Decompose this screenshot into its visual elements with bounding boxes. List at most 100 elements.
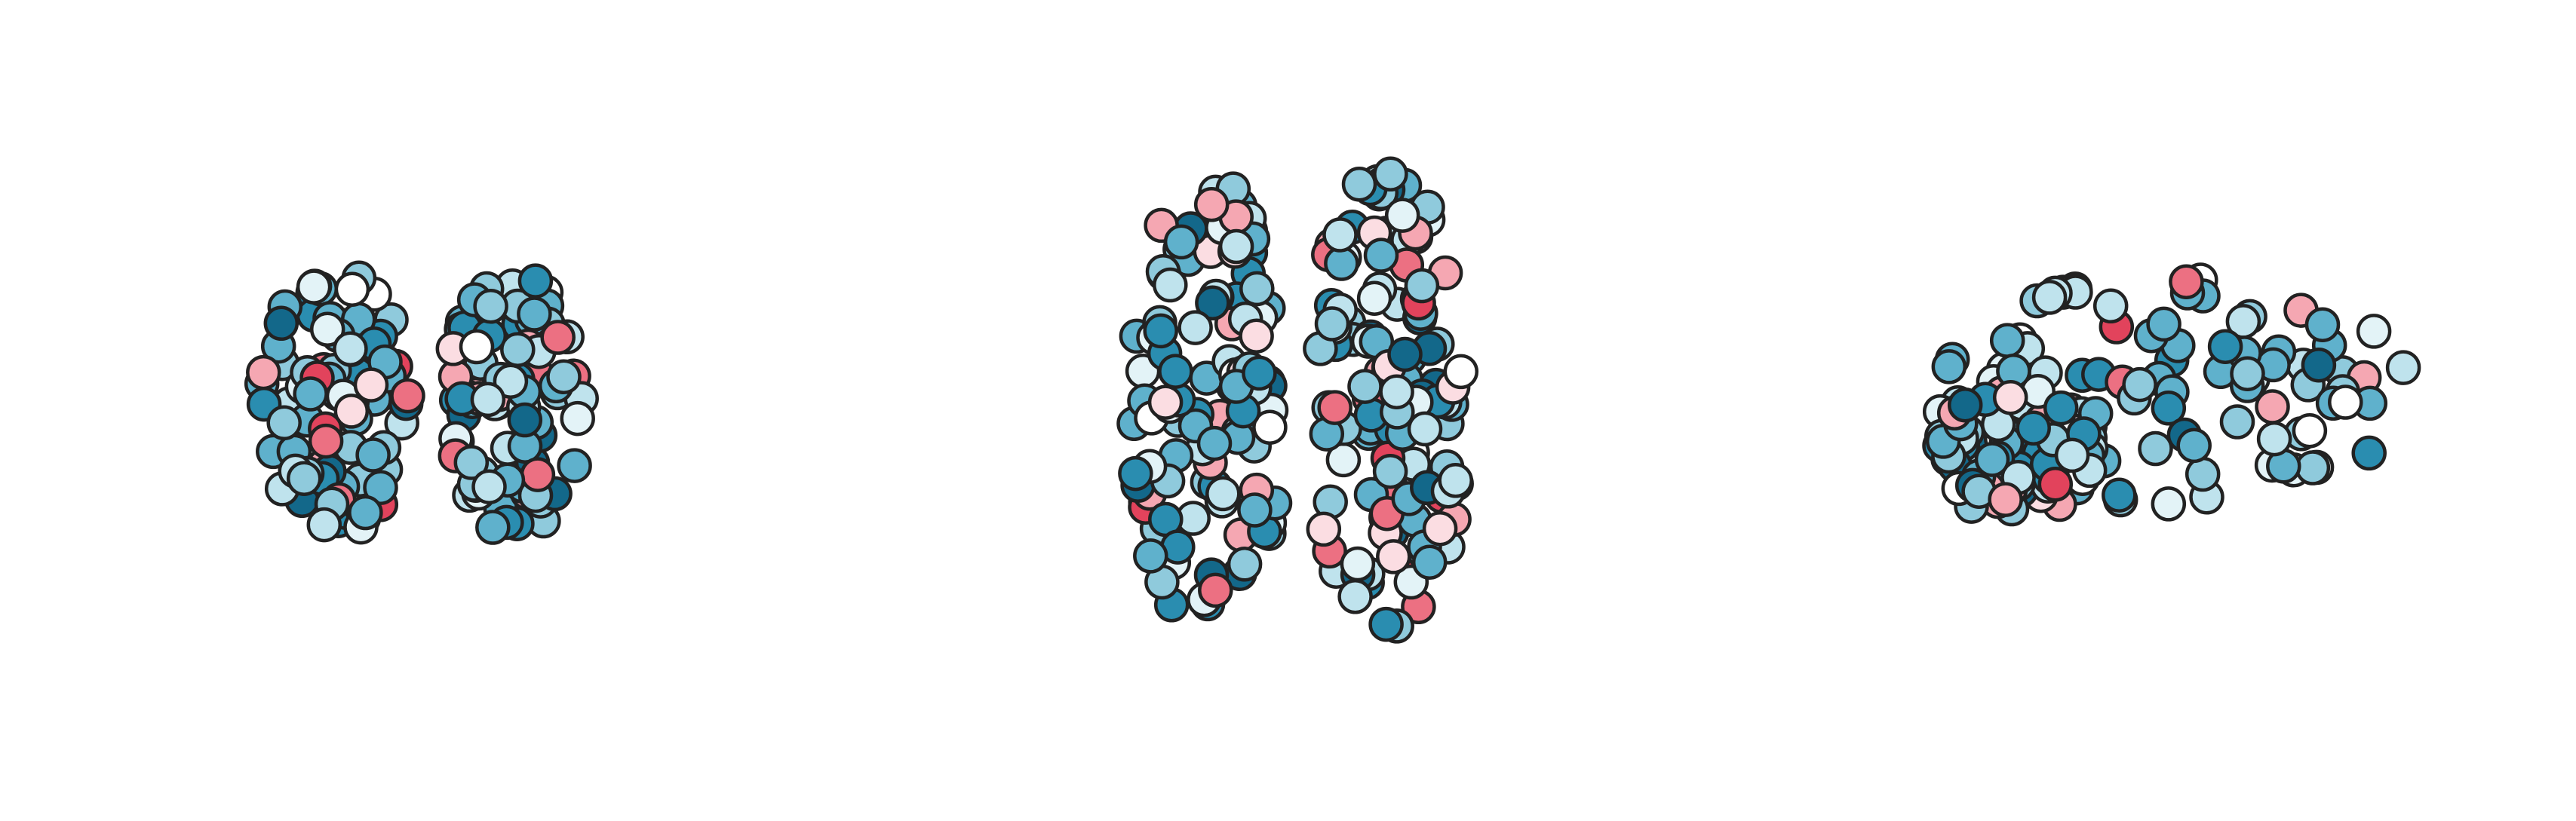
node — [2151, 486, 2187, 522]
node — [560, 400, 595, 437]
node — [1158, 354, 1193, 389]
node — [2169, 264, 2204, 299]
node — [353, 367, 389, 403]
node — [308, 423, 344, 459]
node — [2295, 450, 2331, 486]
node — [1306, 511, 1342, 547]
node — [1252, 409, 1288, 445]
node — [1356, 280, 1392, 316]
node — [1242, 355, 1277, 391]
node — [2043, 390, 2079, 426]
node — [1177, 310, 1213, 345]
node — [1118, 455, 1153, 492]
node — [500, 332, 536, 368]
node — [2301, 347, 2337, 383]
node — [1411, 544, 1448, 580]
node — [306, 507, 342, 543]
node — [348, 495, 383, 531]
node — [1196, 425, 1233, 461]
node — [1347, 369, 1383, 404]
node — [2207, 329, 2243, 364]
node — [2054, 437, 2090, 473]
node — [2328, 384, 2363, 420]
node — [1341, 167, 1377, 202]
node — [546, 359, 582, 395]
node — [1163, 224, 1199, 260]
node — [1407, 411, 1443, 447]
node — [1988, 482, 2023, 517]
node — [2385, 350, 2421, 385]
node — [363, 470, 398, 505]
node — [2102, 477, 2137, 513]
node — [1974, 442, 2010, 477]
node — [2176, 427, 2212, 464]
node — [540, 320, 576, 355]
node — [1376, 539, 1411, 574]
node — [1218, 228, 1254, 265]
node — [2255, 389, 2290, 424]
node — [1133, 538, 1168, 574]
node — [2230, 356, 2265, 391]
node — [1227, 547, 1263, 582]
node — [2356, 314, 2392, 349]
node — [1443, 354, 1479, 390]
node — [1314, 306, 1350, 342]
node — [470, 381, 506, 418]
node — [1337, 579, 1373, 614]
node — [2185, 456, 2221, 492]
node — [1363, 237, 1399, 273]
node — [520, 457, 556, 492]
node — [2219, 404, 2255, 440]
node — [1147, 384, 1184, 420]
node — [1372, 453, 1408, 489]
node — [333, 394, 370, 429]
node — [2151, 391, 2187, 426]
node — [475, 510, 511, 545]
node — [1931, 349, 1967, 384]
node — [517, 263, 554, 299]
node — [471, 469, 507, 504]
node — [2037, 467, 2074, 502]
node — [1237, 492, 1273, 528]
node — [246, 354, 281, 391]
node — [507, 402, 543, 438]
node — [2016, 410, 2051, 446]
node — [2351, 435, 2387, 471]
node — [1239, 271, 1275, 307]
node — [2031, 280, 2068, 315]
node — [1992, 379, 2028, 415]
node — [1384, 198, 1420, 233]
node — [1422, 510, 1458, 547]
node — [333, 331, 368, 367]
node — [2146, 306, 2181, 342]
node — [473, 289, 508, 324]
node — [1387, 336, 1423, 372]
node — [2092, 288, 2129, 324]
node — [286, 461, 322, 496]
sagittal-view — [1922, 262, 2421, 527]
node — [453, 445, 490, 480]
node — [517, 296, 552, 332]
node — [1153, 267, 1188, 303]
node — [1947, 387, 1983, 423]
node — [1989, 323, 2025, 358]
node — [557, 448, 592, 483]
node — [263, 305, 299, 342]
node — [1340, 546, 1376, 582]
node — [1198, 572, 1233, 608]
node — [296, 269, 332, 305]
node — [293, 376, 328, 412]
node — [459, 329, 495, 365]
node — [1324, 246, 1359, 281]
node — [1239, 318, 1274, 354]
node — [1143, 313, 1178, 349]
node — [1193, 187, 1230, 222]
node — [1379, 374, 1414, 409]
node — [1205, 476, 1241, 512]
coronal-view — [244, 260, 599, 545]
node — [1404, 268, 1440, 304]
node — [1438, 463, 1473, 498]
node — [1317, 390, 1352, 425]
